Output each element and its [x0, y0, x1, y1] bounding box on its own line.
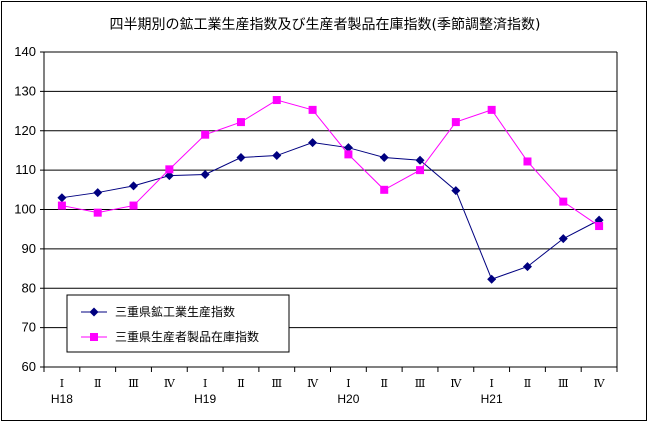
series-2-point: [236, 118, 245, 127]
series-2-point: [344, 150, 353, 159]
tick-label-x: Ⅲ: [558, 377, 569, 390]
tick-label-y: 110: [15, 162, 36, 177]
series-1-point: [129, 181, 139, 191]
tick-label-x: Ⅳ: [594, 377, 606, 390]
tick-label-x: Ⅳ: [307, 377, 319, 390]
tick-label-x: Ⅰ: [346, 377, 350, 390]
series-2-point: [595, 222, 604, 231]
series-2-point: [380, 185, 389, 194]
tick-label-y: 90: [22, 241, 36, 256]
legend-label-2: 三重県生産者製品在庫指数: [115, 329, 259, 344]
legend-label-1: 三重県鉱工業生産指数: [115, 304, 235, 319]
series-1-point: [200, 169, 210, 179]
series-1-point: [343, 143, 353, 153]
series-2-point: [523, 157, 532, 166]
tick-label-x: Ⅲ: [128, 377, 139, 390]
series-1-point: [272, 151, 282, 161]
year-label: H20: [337, 392, 359, 406]
legend-marker-square: [90, 333, 98, 341]
year-label: H19: [194, 392, 216, 406]
tick-label-x: Ⅳ: [164, 377, 176, 390]
series-2-point: [129, 201, 138, 210]
tick-label-x: Ⅳ: [450, 377, 462, 390]
chart-title: 四半期別の鉱工業生産指数及び生産者製品在庫指数(季節調整済指数): [109, 17, 541, 33]
series-2-point: [165, 165, 174, 174]
legend-box: [66, 294, 290, 353]
tick-label-x: Ⅱ: [524, 377, 531, 390]
tick-label-y: 130: [14, 83, 36, 98]
series-1-point: [415, 155, 425, 165]
series-2-point: [559, 197, 568, 206]
series-1-point: [558, 234, 568, 244]
series-2-point: [93, 208, 102, 217]
tick-label-y: 80: [22, 280, 36, 295]
tick-label-x: Ⅲ: [415, 377, 426, 390]
tick-label-x: Ⅰ: [489, 377, 493, 390]
series-1-point: [308, 138, 318, 148]
series-1-point: [451, 186, 461, 196]
series-2-point: [451, 118, 460, 127]
series-1-point: [57, 193, 67, 203]
series-line-2: [61, 99, 600, 227]
series-1-point: [236, 153, 246, 163]
year-label: H21: [481, 392, 503, 406]
tick-label-y: 100: [14, 202, 36, 217]
series-2-point: [201, 130, 210, 139]
series-line-1: [61, 142, 600, 280]
tick-label-x: Ⅲ: [271, 377, 282, 390]
tick-label-x: Ⅱ: [94, 377, 101, 390]
tick-label-y: 140: [14, 44, 36, 59]
series-2-point: [308, 105, 317, 114]
tick-label-y: 120: [14, 123, 36, 138]
series-2-point: [57, 201, 66, 210]
series-2-point: [416, 166, 425, 175]
series-1-point: [487, 274, 497, 284]
year-label: H18: [51, 392, 73, 406]
series-2-point: [272, 96, 281, 105]
tick-label-x: Ⅱ: [237, 377, 244, 390]
series-1-point: [164, 171, 174, 181]
series-1-point: [93, 188, 103, 198]
tick-label-y: 70: [22, 320, 36, 335]
series-1-point: [522, 262, 532, 272]
series-2-point: [487, 105, 496, 114]
legend-marker-diamond: [89, 307, 99, 317]
tick-label-x: Ⅱ: [380, 377, 387, 390]
series-1-point: [379, 153, 389, 163]
tick-label-x: Ⅰ: [60, 377, 64, 390]
tick-label-y: 60: [22, 359, 36, 374]
tick-label-x: Ⅰ: [203, 377, 207, 390]
